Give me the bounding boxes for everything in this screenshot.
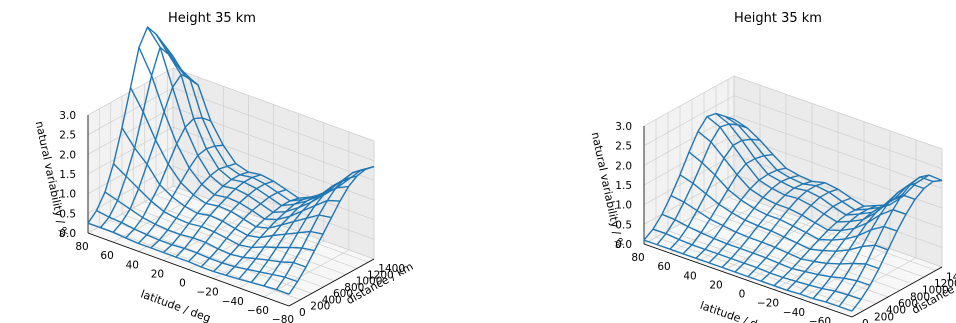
chart-title: Height 35 km <box>734 11 822 26</box>
grid-line-z <box>87 67 375 142</box>
wire-line-distance <box>688 151 898 241</box>
z-tick-label: 1.5 <box>59 169 76 181</box>
x-axis-line <box>643 243 853 318</box>
y-tick-label: 600 <box>898 298 918 310</box>
surface-plot-right: 806040200−20−40−60−800200400600800100012… <box>589 11 956 323</box>
grid-line-z <box>643 134 943 209</box>
grid-line-z <box>87 106 375 181</box>
surface-wireframe <box>643 112 943 312</box>
grid-line-z <box>643 173 943 248</box>
chart-title: Height 35 km <box>168 11 256 26</box>
y-tick-label: 800 <box>910 291 930 303</box>
wire-line-distance <box>643 239 853 312</box>
x-tick-label: 20 <box>151 268 164 280</box>
y-tick-label: 1000 <box>922 285 949 297</box>
y-tick-label: 1200 <box>934 278 956 290</box>
x-tick-label: −20 <box>197 287 219 299</box>
grid-line-z <box>87 126 375 201</box>
y-tick-label: 0 <box>862 318 869 323</box>
x-axis-line <box>87 232 290 307</box>
y-tick-label: 800 <box>344 282 364 294</box>
x-tick-label: 40 <box>683 270 696 282</box>
y-tick-label: 1400 <box>378 263 405 275</box>
x-tick-label: 40 <box>126 259 139 271</box>
z-tick-label: 2.0 <box>615 160 632 172</box>
z-tick-label: 2.0 <box>59 149 76 161</box>
surface-wireframe <box>87 26 375 295</box>
x-tick-label: 60 <box>100 250 113 262</box>
z-tick-label: 0.5 <box>59 208 76 220</box>
z-tick-label: 2.5 <box>59 130 76 142</box>
x-tick-label: −80 <box>272 314 294 323</box>
wire-line-distance <box>121 127 324 239</box>
x-tick-label: 80 <box>631 252 644 264</box>
y-tick-label: 400 <box>886 305 906 317</box>
grid-line-z <box>643 75 943 150</box>
wire-line-distance <box>163 44 366 202</box>
x-tick-label: −20 <box>757 298 779 310</box>
wire-line-distance <box>679 174 889 252</box>
y-tick-label: 200 <box>874 311 894 323</box>
z-tick-label: 3.0 <box>615 121 632 133</box>
x-tick-label: −60 <box>809 316 831 323</box>
y-tick-label: 1200 <box>367 269 394 281</box>
y-axis-line <box>288 258 375 307</box>
wire-line-distance <box>96 209 298 283</box>
x-tick-label: −40 <box>783 307 805 319</box>
wire-line-distance <box>670 194 880 270</box>
z-tick-label: 1.0 <box>59 189 76 201</box>
y-tick-label: 1400 <box>946 271 956 283</box>
z-tick-label: 1.5 <box>615 180 632 192</box>
y-axis-line <box>851 266 943 318</box>
wire-line-distance <box>146 26 349 214</box>
z-tick-label: 0.0 <box>615 239 632 251</box>
wire-line-distance <box>652 228 862 301</box>
x-tick-label: −60 <box>247 305 269 317</box>
wire-line-distance <box>733 118 943 207</box>
x-tick-label: 0 <box>179 278 186 290</box>
wire-line-distance <box>661 213 871 287</box>
wire-line-distance <box>697 130 907 232</box>
z-tick-label: 1.0 <box>615 200 632 212</box>
z-tick-label: 0.5 <box>615 219 632 231</box>
wire-line-distance <box>172 55 375 199</box>
grid-line-z <box>87 146 375 221</box>
x-tick-label: 20 <box>709 279 722 291</box>
z-tick-label: 0.0 <box>59 228 76 240</box>
z-tick-label: 2.5 <box>615 141 632 153</box>
x-tick-label: 0 <box>739 289 746 301</box>
grid-line-z <box>643 114 943 189</box>
wire-line-distance <box>129 87 332 229</box>
wire-line-distance <box>87 222 290 295</box>
grid-line-z <box>87 165 375 240</box>
x-tick-label: 60 <box>657 261 670 273</box>
wire-line-distance <box>104 191 307 268</box>
wire-line-distance <box>706 116 916 223</box>
wire-line-distance <box>724 115 934 211</box>
wire-line-distance <box>113 163 315 252</box>
z-tick-label: 3.0 <box>59 110 76 122</box>
wire-line-distance <box>138 47 341 221</box>
y-tick-label: 400 <box>322 295 342 307</box>
grid-line-z <box>643 95 943 170</box>
grid-line-z <box>87 185 375 260</box>
y-tick-label: 600 <box>333 288 353 300</box>
x-tick-label: −40 <box>222 296 244 308</box>
x-tick-label: 80 <box>75 241 88 253</box>
surface-plot-left: 806040200−20−40−60−800200400600800100012… <box>33 11 416 323</box>
wire-line-distance <box>715 112 925 216</box>
y-tick-label: 0 <box>299 307 306 319</box>
y-tick-label: 200 <box>310 301 330 313</box>
y-tick-label: 1000 <box>356 276 383 288</box>
